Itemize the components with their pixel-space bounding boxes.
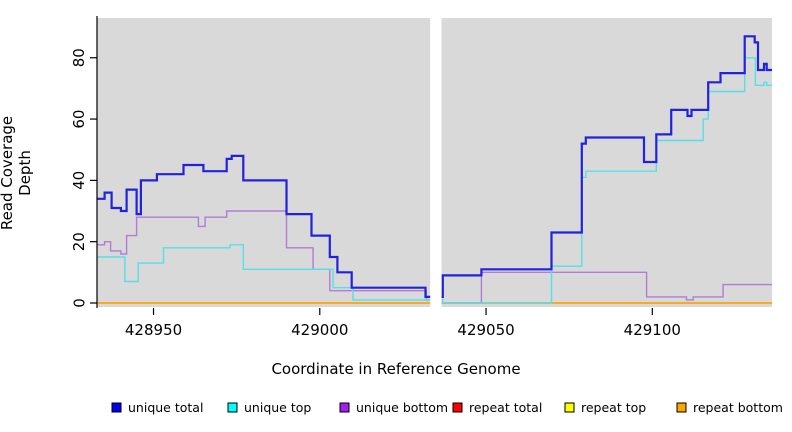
y-tick-label: 80 — [70, 48, 88, 67]
legend-swatch-repeat-total — [452, 402, 463, 413]
legend-swatch-repeat-top — [564, 402, 575, 413]
legend-swatch-repeat-bottom — [676, 402, 687, 413]
series-line-unique-total — [97, 35, 772, 298]
series-line-unique-top — [97, 57, 772, 304]
legend-label: unique bottom — [356, 400, 448, 415]
y-tick-label: 0 — [70, 298, 88, 308]
x-tick-label: 428950 — [125, 321, 182, 339]
x-tick-label: 429000 — [291, 321, 348, 339]
legend-label: repeat top — [581, 400, 646, 415]
legend-label: repeat bottom — [693, 400, 783, 415]
x-tick-label: 429050 — [457, 321, 514, 339]
y-tick-label: 20 — [70, 232, 88, 251]
x-axis-title: Coordinate in Reference Genome — [271, 360, 521, 378]
y-axis-title: Read Coverage Depth — [0, 115, 34, 231]
legend-swatch-unique-bottom — [339, 402, 350, 413]
legend-swatch-unique-top — [227, 402, 238, 413]
x-tick-label: 429100 — [624, 321, 681, 339]
legend-label: unique top — [244, 400, 311, 415]
legend-swatch-unique-total — [111, 402, 122, 413]
y-tick-label: 40 — [70, 171, 88, 190]
coverage-gap-band — [430, 16, 442, 309]
legend-label: repeat total — [469, 400, 542, 415]
legend-label: unique total — [128, 400, 203, 415]
series-line-unique-bottom — [97, 210, 772, 304]
y-tick-label: 60 — [70, 110, 88, 129]
